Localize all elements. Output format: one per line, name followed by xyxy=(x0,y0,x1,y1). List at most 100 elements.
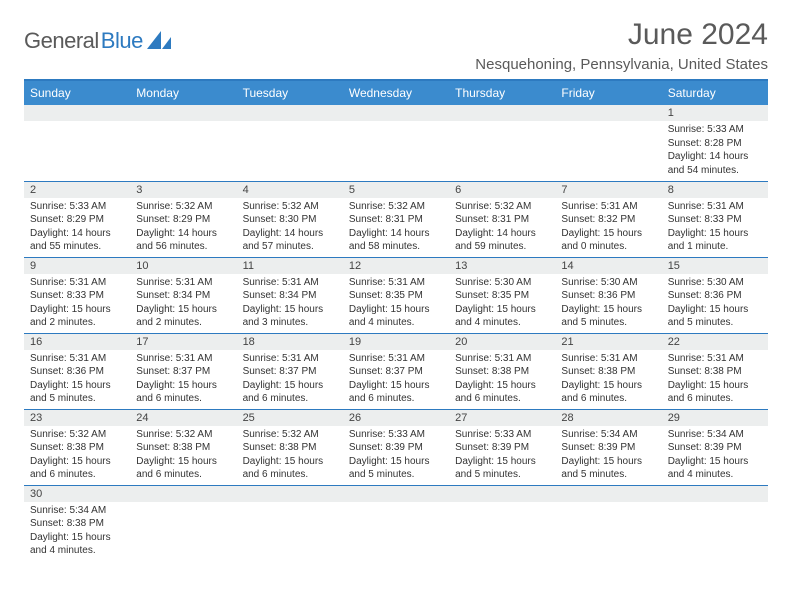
daylight-line: Daylight: 15 hours and 4 minutes. xyxy=(455,303,549,330)
day-number: 5 xyxy=(343,182,449,198)
day-content xyxy=(449,502,555,554)
day-content xyxy=(237,502,343,554)
daylight-line: Daylight: 15 hours and 6 minutes. xyxy=(136,455,230,482)
calendar-day-cell: 25Sunrise: 5:32 AMSunset: 8:38 PMDayligh… xyxy=(237,409,343,485)
calendar-table: SundayMondayTuesdayWednesdayThursdayFrid… xyxy=(24,81,768,561)
sunrise-line: Sunrise: 5:32 AM xyxy=(30,428,124,442)
daylight-line: Daylight: 15 hours and 5 minutes. xyxy=(561,303,655,330)
daylight-line: Daylight: 15 hours and 5 minutes. xyxy=(455,455,549,482)
calendar-day-cell: 8Sunrise: 5:31 AMSunset: 8:33 PMDaylight… xyxy=(662,181,768,257)
logo-sail-icon xyxy=(147,31,173,51)
calendar-day-cell: 5Sunrise: 5:32 AMSunset: 8:31 PMDaylight… xyxy=(343,181,449,257)
day-content: Sunrise: 5:31 AMSunset: 8:37 PMDaylight:… xyxy=(343,350,449,408)
weekday-header: Monday xyxy=(130,81,236,105)
day-content: Sunrise: 5:34 AMSunset: 8:39 PMDaylight:… xyxy=(555,426,661,484)
calendar-day-cell xyxy=(130,485,236,561)
sunset-line: Sunset: 8:34 PM xyxy=(243,289,337,303)
day-number: 17 xyxy=(130,334,236,350)
day-number: 21 xyxy=(555,334,661,350)
day-number: 6 xyxy=(449,182,555,198)
sunrise-line: Sunrise: 5:33 AM xyxy=(30,200,124,214)
day-number: 22 xyxy=(662,334,768,350)
calendar-day-cell: 29Sunrise: 5:34 AMSunset: 8:39 PMDayligh… xyxy=(662,409,768,485)
weekday-header: Sunday xyxy=(24,81,130,105)
sunset-line: Sunset: 8:36 PM xyxy=(30,365,124,379)
sunrise-line: Sunrise: 5:34 AM xyxy=(668,428,762,442)
day-content: Sunrise: 5:31 AMSunset: 8:33 PMDaylight:… xyxy=(24,274,130,332)
day-number xyxy=(237,486,343,502)
weekday-header: Wednesday xyxy=(343,81,449,105)
day-content: Sunrise: 5:32 AMSunset: 8:38 PMDaylight:… xyxy=(237,426,343,484)
calendar-day-cell: 19Sunrise: 5:31 AMSunset: 8:37 PMDayligh… xyxy=(343,333,449,409)
sunset-line: Sunset: 8:31 PM xyxy=(349,213,443,227)
daylight-line: Daylight: 15 hours and 6 minutes. xyxy=(136,379,230,406)
day-content: Sunrise: 5:32 AMSunset: 8:29 PMDaylight:… xyxy=(130,198,236,256)
sunset-line: Sunset: 8:38 PM xyxy=(243,441,337,455)
sunrise-line: Sunrise: 5:31 AM xyxy=(668,200,762,214)
day-content: Sunrise: 5:34 AMSunset: 8:38 PMDaylight:… xyxy=(24,502,130,560)
sunrise-line: Sunrise: 5:33 AM xyxy=(668,123,762,137)
daylight-line: Daylight: 15 hours and 5 minutes. xyxy=(349,455,443,482)
calendar-day-cell: 24Sunrise: 5:32 AMSunset: 8:38 PMDayligh… xyxy=(130,409,236,485)
sunset-line: Sunset: 8:33 PM xyxy=(668,213,762,227)
day-number xyxy=(343,486,449,502)
calendar-day-cell xyxy=(343,485,449,561)
day-content: Sunrise: 5:31 AMSunset: 8:38 PMDaylight:… xyxy=(662,350,768,408)
location-text: Nesquehoning, Pennsylvania, United State… xyxy=(475,56,768,73)
daylight-line: Daylight: 14 hours and 56 minutes. xyxy=(136,227,230,254)
day-number: 1 xyxy=(662,105,768,121)
sunrise-line: Sunrise: 5:33 AM xyxy=(455,428,549,442)
calendar-day-cell: 12Sunrise: 5:31 AMSunset: 8:35 PMDayligh… xyxy=(343,257,449,333)
day-number: 4 xyxy=(237,182,343,198)
day-number xyxy=(555,105,661,121)
day-number: 3 xyxy=(130,182,236,198)
calendar-head: SundayMondayTuesdayWednesdayThursdayFrid… xyxy=(24,81,768,105)
daylight-line: Daylight: 15 hours and 6 minutes. xyxy=(243,455,337,482)
day-number: 23 xyxy=(24,410,130,426)
sunrise-line: Sunrise: 5:32 AM xyxy=(243,200,337,214)
daylight-line: Daylight: 15 hours and 6 minutes. xyxy=(349,379,443,406)
header: General Blue June 2024 Nesquehoning, Pen… xyxy=(24,18,768,73)
day-number: 12 xyxy=(343,258,449,274)
day-number xyxy=(130,105,236,121)
weekday-header: Thursday xyxy=(449,81,555,105)
sunset-line: Sunset: 8:37 PM xyxy=(349,365,443,379)
sunset-line: Sunset: 8:37 PM xyxy=(243,365,337,379)
daylight-line: Daylight: 14 hours and 59 minutes. xyxy=(455,227,549,254)
calendar-day-cell xyxy=(237,105,343,181)
day-number: 27 xyxy=(449,410,555,426)
sunrise-line: Sunrise: 5:34 AM xyxy=(561,428,655,442)
sunset-line: Sunset: 8:32 PM xyxy=(561,213,655,227)
calendar-day-cell: 1Sunrise: 5:33 AMSunset: 8:28 PMDaylight… xyxy=(662,105,768,181)
sunset-line: Sunset: 8:34 PM xyxy=(136,289,230,303)
sunset-line: Sunset: 8:38 PM xyxy=(455,365,549,379)
calendar-day-cell: 27Sunrise: 5:33 AMSunset: 8:39 PMDayligh… xyxy=(449,409,555,485)
sunrise-line: Sunrise: 5:31 AM xyxy=(668,352,762,366)
calendar-day-cell: 21Sunrise: 5:31 AMSunset: 8:38 PMDayligh… xyxy=(555,333,661,409)
day-content: Sunrise: 5:31 AMSunset: 8:33 PMDaylight:… xyxy=(662,198,768,256)
sunrise-line: Sunrise: 5:31 AM xyxy=(136,352,230,366)
day-number: 16 xyxy=(24,334,130,350)
day-content: Sunrise: 5:33 AMSunset: 8:39 PMDaylight:… xyxy=(449,426,555,484)
sunset-line: Sunset: 8:28 PM xyxy=(668,137,762,151)
sunrise-line: Sunrise: 5:31 AM xyxy=(30,352,124,366)
calendar-week-row: 16Sunrise: 5:31 AMSunset: 8:36 PMDayligh… xyxy=(24,333,768,409)
calendar-day-cell xyxy=(662,485,768,561)
day-content: Sunrise: 5:33 AMSunset: 8:28 PMDaylight:… xyxy=(662,121,768,179)
calendar-day-cell: 20Sunrise: 5:31 AMSunset: 8:38 PMDayligh… xyxy=(449,333,555,409)
calendar-day-cell xyxy=(130,105,236,181)
day-number xyxy=(130,486,236,502)
sunrise-line: Sunrise: 5:31 AM xyxy=(561,352,655,366)
day-content xyxy=(237,121,343,173)
day-content: Sunrise: 5:30 AMSunset: 8:36 PMDaylight:… xyxy=(555,274,661,332)
day-number: 7 xyxy=(555,182,661,198)
daylight-line: Daylight: 15 hours and 4 minutes. xyxy=(668,455,762,482)
sunset-line: Sunset: 8:29 PM xyxy=(136,213,230,227)
calendar-week-row: 9Sunrise: 5:31 AMSunset: 8:33 PMDaylight… xyxy=(24,257,768,333)
day-content: Sunrise: 5:32 AMSunset: 8:30 PMDaylight:… xyxy=(237,198,343,256)
weekday-header: Saturday xyxy=(662,81,768,105)
day-number: 18 xyxy=(237,334,343,350)
day-content: Sunrise: 5:31 AMSunset: 8:36 PMDaylight:… xyxy=(24,350,130,408)
sunrise-line: Sunrise: 5:31 AM xyxy=(243,276,337,290)
day-content: Sunrise: 5:31 AMSunset: 8:34 PMDaylight:… xyxy=(130,274,236,332)
